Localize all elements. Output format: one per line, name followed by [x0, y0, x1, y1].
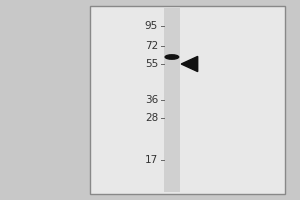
Text: 55: 55 [145, 59, 158, 69]
Text: 36: 36 [145, 95, 158, 105]
Text: 95: 95 [145, 21, 158, 31]
Text: 17: 17 [145, 155, 158, 165]
Text: 72: 72 [145, 41, 158, 51]
Text: 28: 28 [145, 113, 158, 123]
Bar [90, 6, 285, 194]
Bar [164, 8, 180, 192]
Polygon shape [181, 56, 198, 72]
Ellipse shape [165, 55, 178, 59]
